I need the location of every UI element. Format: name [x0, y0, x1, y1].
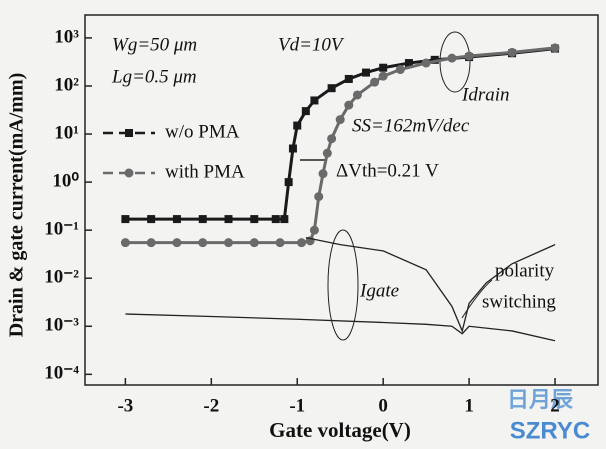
- annotation: SS=162mV/dec: [352, 115, 470, 136]
- annotation: Vd=10V: [278, 34, 345, 55]
- marker: [322, 148, 332, 158]
- series-line: [125, 47, 556, 221]
- marker: [309, 225, 319, 235]
- marker: [121, 215, 130, 224]
- legend-label: w/o PMA: [165, 121, 240, 142]
- marker: [464, 51, 474, 61]
- marker: [361, 68, 370, 77]
- marker: [250, 215, 259, 224]
- ellipse: [327, 229, 359, 341]
- marker: [378, 71, 388, 81]
- marker: [370, 77, 380, 87]
- marker: [172, 215, 181, 224]
- marker: [284, 178, 293, 187]
- marker: [379, 63, 388, 72]
- y-tick-label: 10²: [54, 74, 79, 95]
- legend-marker: [125, 129, 133, 137]
- marker: [404, 59, 413, 68]
- marker: [147, 215, 156, 224]
- annotation: polarity: [495, 260, 555, 281]
- marker: [198, 215, 207, 224]
- y-tick-label: 10⁻³: [44, 315, 79, 336]
- marker: [275, 238, 285, 248]
- marker: [344, 100, 354, 110]
- marker: [550, 43, 560, 53]
- marker: [430, 55, 439, 64]
- series-line: [125, 313, 556, 342]
- annotation: Igate: [359, 280, 399, 301]
- x-axis-label: Gate voltage(V): [269, 418, 411, 442]
- marker: [288, 144, 297, 153]
- marker: [198, 238, 208, 248]
- marker: [447, 53, 457, 63]
- marker: [395, 65, 405, 75]
- x-tick-label: -1: [289, 395, 305, 416]
- marker: [271, 215, 280, 224]
- marker: [318, 169, 328, 179]
- x-tick-label: -2: [203, 395, 219, 416]
- annotation: Lg=0.5 μm: [111, 66, 197, 87]
- y-tick-label: 10¹: [54, 122, 79, 143]
- x-tick-label: 0: [378, 395, 388, 416]
- legend-label: with PMA: [165, 161, 245, 182]
- annotation: ΔVth=0.21 V: [336, 160, 439, 181]
- pointer: [461, 279, 493, 319]
- y-axis-label: Drain & gate current(mA/mm): [6, 73, 28, 338]
- marker: [335, 115, 345, 125]
- marker: [421, 58, 431, 68]
- marker: [280, 215, 289, 224]
- marker: [120, 238, 130, 248]
- marker: [172, 238, 182, 248]
- y-tick-label: 10⁻⁴: [44, 363, 79, 384]
- y-tick-label: 10⁻²: [44, 267, 79, 288]
- watermark: 日月辰: [507, 387, 573, 412]
- annotation: Wg=50 μm: [112, 34, 197, 55]
- series-line: [305, 236, 556, 333]
- x-tick-label: 1: [464, 395, 474, 416]
- marker: [301, 107, 310, 116]
- marker: [146, 238, 156, 248]
- plot-frame: [84, 14, 599, 386]
- x-tick-label: 2: [550, 395, 560, 416]
- marker: [297, 238, 307, 248]
- legend-marker: [124, 168, 134, 178]
- y-tick-label: 10⁰: [52, 170, 79, 191]
- marker: [314, 192, 324, 202]
- y-tick-label: 10⁻¹: [44, 219, 79, 240]
- marker: [507, 47, 517, 57]
- marker: [344, 74, 353, 83]
- marker: [310, 96, 319, 105]
- marker: [249, 238, 259, 248]
- marker: [293, 121, 302, 130]
- marker: [327, 134, 337, 144]
- marker: [352, 90, 362, 100]
- x-tick-label: -3: [117, 395, 133, 416]
- marker: [327, 84, 336, 93]
- annotation: switching: [482, 291, 556, 312]
- watermark: SZRYC: [510, 417, 590, 444]
- marker: [224, 215, 233, 224]
- annotation: Idrain: [461, 84, 510, 105]
- y-tick-label: 10³: [54, 26, 79, 47]
- ellipse: [439, 31, 471, 93]
- marker: [224, 238, 234, 248]
